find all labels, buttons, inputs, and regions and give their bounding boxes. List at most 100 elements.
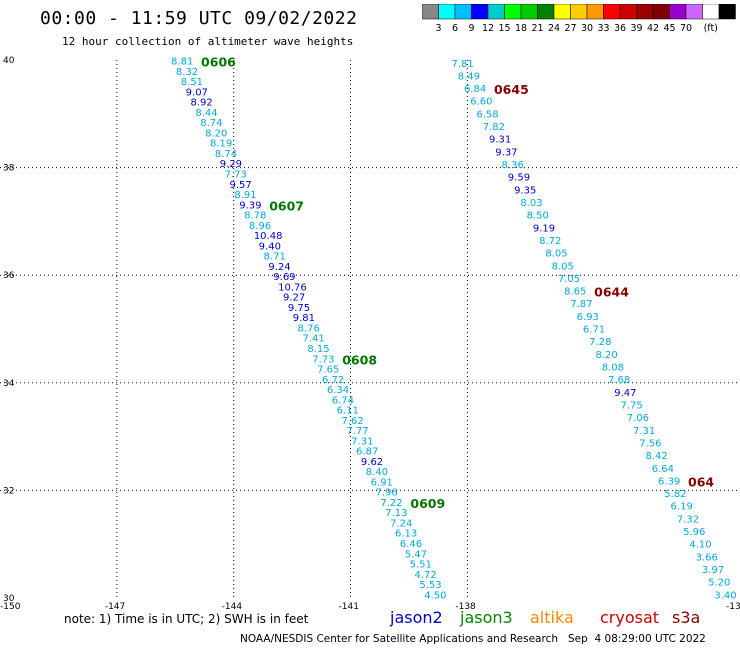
satellite-cryosat: cryosat <box>600 608 660 627</box>
wave-height-value: 9.39 <box>239 200 261 211</box>
legend-label: 15 <box>498 23 510 34</box>
wave-height-value: 4.10 <box>689 540 711 551</box>
wave-height-value: 8.96 <box>249 221 271 232</box>
x-tick-label: -141 <box>339 602 359 610</box>
legend-label: 6 <box>452 23 458 34</box>
wave-height-value: 7.13 <box>385 508 407 519</box>
legend-label: 24 <box>548 23 560 34</box>
wave-height-value: 7.05 <box>558 274 580 285</box>
legend-label: 18 <box>515 23 527 34</box>
legend-label: (ft) <box>704 23 718 34</box>
wave-height-value: 6.11 <box>337 406 359 417</box>
wave-height-value: 7.87 <box>570 299 592 310</box>
wave-height-value: 7.28 <box>589 337 611 348</box>
map-subtitle: 12 hour collection of altimeter wave hei… <box>62 35 354 48</box>
wave-height-value: 6.93 <box>577 312 599 323</box>
wave-height-value: 6.13 <box>395 529 417 540</box>
pass-time-label: 0609 <box>410 496 445 511</box>
wave-height-value: 8.65 <box>564 287 586 298</box>
legend-label: 33 <box>597 23 609 34</box>
wave-height-value: 9.75 <box>288 303 310 314</box>
wave-height-value: 7.96 <box>376 488 398 499</box>
wave-height-value: 7.56 <box>639 438 661 449</box>
legend-label: 21 <box>531 23 543 34</box>
wave-height-value: 9.59 <box>508 173 530 184</box>
wave-height-value: 8.76 <box>298 323 320 334</box>
wave-height-value: 4.50 <box>424 590 446 601</box>
legend-label: 70 <box>680 23 692 34</box>
wave-height-value: 7.75 <box>620 400 642 411</box>
wave-height-value: 5.20 <box>708 578 730 589</box>
wave-height-value: 8.03 <box>520 198 542 209</box>
legend-label: 45 <box>663 23 675 34</box>
wave-height-value: 8.08 <box>602 363 624 374</box>
wave-height-value: 7.81 <box>451 59 473 70</box>
wave-height-value: 6.74 <box>332 395 354 406</box>
map-title: 00:00 - 11:59 UTC 09/02/2022 <box>40 8 358 29</box>
wave-height-value: 8.78 <box>244 211 266 222</box>
wave-height-value: 8.81 <box>171 57 193 68</box>
wave-height-value: 6.91 <box>371 477 393 488</box>
pass-time-label: 0606 <box>201 55 236 70</box>
wave-height-value: 9.40 <box>259 241 281 252</box>
wave-height-value: 8.05 <box>552 261 574 272</box>
wave-height-value: 7.73 <box>312 354 334 365</box>
wave-height-value: 9.62 <box>361 457 383 468</box>
x-tick-label: -13 <box>726 602 740 610</box>
wave-height-value: 6.39 <box>658 476 680 487</box>
wave-height-value: 8.36 <box>502 160 524 171</box>
wave-height-value: 5.53 <box>419 580 441 591</box>
wave-height-value: 7.77 <box>346 426 368 437</box>
wave-height-value: 7.06 <box>627 413 649 424</box>
wave-height-value: 5.82 <box>664 489 686 500</box>
legend-label: 3 <box>435 23 441 34</box>
pass-time-label: 0608 <box>342 352 377 367</box>
wave-height-value: 6.19 <box>671 502 693 513</box>
pass-time-label: 0607 <box>269 198 304 213</box>
pass-time-label: 064 <box>688 474 714 489</box>
wave-height-value: 8.15 <box>307 344 329 355</box>
wave-height-value: 9.35 <box>514 185 536 196</box>
legend-swatch <box>718 4 736 20</box>
x-tick-label: -150 <box>0 602 21 610</box>
wave-height-value: 5.47 <box>405 549 427 560</box>
x-tick-label: -144 <box>222 602 243 610</box>
wave-height-value: 6.60 <box>470 97 492 108</box>
wave-height-value: 6.87 <box>356 447 378 458</box>
wave-height-value: 9.07 <box>186 87 208 98</box>
wave-height-value: 6.58 <box>477 109 499 120</box>
wave-height-value: 4.72 <box>414 570 436 581</box>
wave-height-value: 8.71 <box>264 252 286 263</box>
wave-height-value: 9.31 <box>489 135 511 146</box>
wave-height-value: 8.32 <box>176 67 198 78</box>
x-tick-label: -138 <box>455 602 476 610</box>
legend-label: 9 <box>468 23 474 34</box>
wave-height-value: 8.40 <box>366 467 388 478</box>
y-tick-label: 32 <box>3 486 14 496</box>
wave-height-value: 9.57 <box>229 180 251 191</box>
y-tick-label: 40 <box>3 56 15 66</box>
wave-height-value: 6.72 <box>322 375 344 386</box>
wave-height-value: 7.73 <box>225 170 247 181</box>
wave-height-value: 9.47 <box>614 388 636 399</box>
wave-height-value: 5.96 <box>683 527 705 538</box>
wave-height-value: 8.50 <box>527 211 549 222</box>
wave-height-value: 9.29 <box>220 159 242 170</box>
wave-height-value: 6.46 <box>400 539 422 550</box>
wave-height-value: 9.69 <box>273 272 295 283</box>
wave-height-value: 9.81 <box>293 313 315 324</box>
wave-height-value: 8.51 <box>181 77 203 88</box>
satellite-s3a: s3a <box>672 608 701 627</box>
wave-height-value: 8.74 <box>215 149 237 160</box>
legend-label: 27 <box>564 23 576 34</box>
wave-height-value: 7.22 <box>380 498 402 509</box>
wave-height-value: 7.24 <box>390 518 412 529</box>
pass-time-label: 0645 <box>494 82 529 97</box>
wave-height-value: 8.20 <box>205 128 227 139</box>
wave-height-value: 7.65 <box>317 365 339 376</box>
y-tick-label: 30 <box>3 594 15 604</box>
wave-height-value: 8.72 <box>539 236 561 247</box>
wave-height-value: 9.19 <box>533 223 555 234</box>
wave-height-value: 6.71 <box>583 325 605 336</box>
